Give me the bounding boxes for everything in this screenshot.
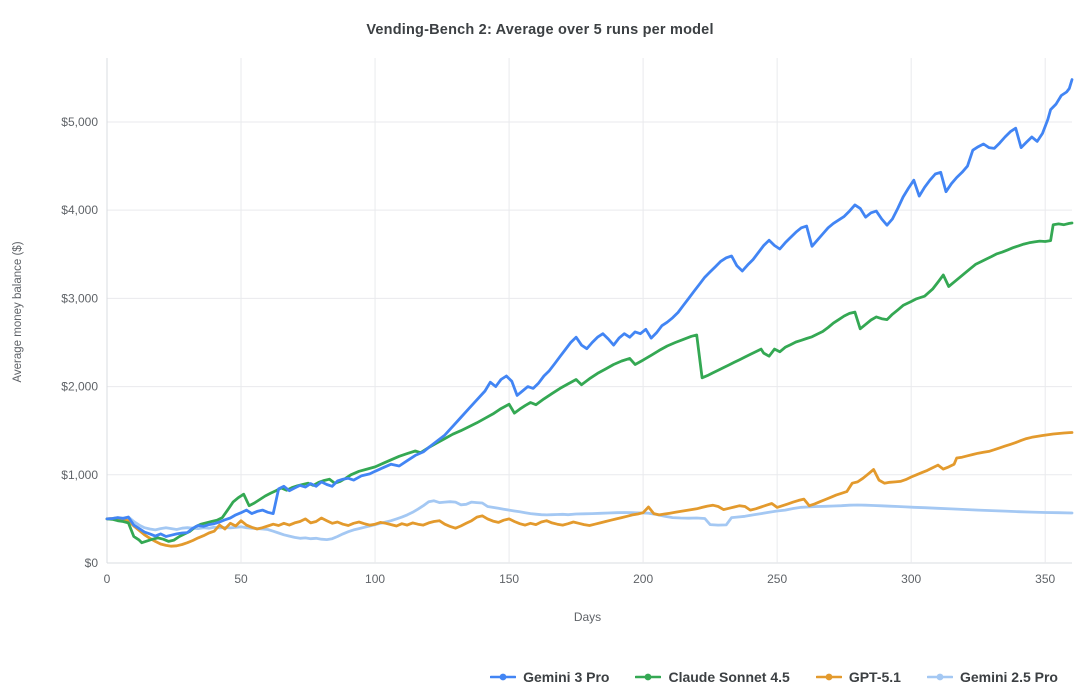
legend-item-claude-sonnet-4-5: Claude Sonnet 4.5 — [635, 669, 790, 685]
y-tick-label: $5,000 — [61, 115, 98, 129]
x-tick-label: 100 — [365, 572, 385, 586]
legend-label: GPT-5.1 — [848, 669, 901, 685]
legend-marker-icon — [815, 673, 842, 681]
legend-marker-icon — [635, 673, 662, 681]
legend-item-gemini-3-pro: Gemini 3 Pro — [490, 669, 609, 685]
y-tick-label: $2,000 — [61, 380, 98, 394]
legend: Gemini 3 Pro Claude Sonnet 4.5 GPT-5.1 Gemi… — [490, 669, 1058, 685]
legend-label: Claude Sonnet 4.5 — [668, 669, 790, 685]
x-tick-label: 300 — [901, 572, 921, 586]
x-tick-label: 150 — [499, 572, 519, 586]
legend-marker-icon — [490, 673, 517, 681]
legend-item-gpt-5-1: GPT-5.1 — [815, 669, 901, 685]
x-tick-label: 350 — [1035, 572, 1055, 586]
x-tick-label: 200 — [633, 572, 653, 586]
y-tick-label: $4,000 — [61, 203, 98, 217]
series-line-gpt-5-1 — [105, 431, 1074, 548]
legend-label: Gemini 2.5 Pro — [959, 669, 1058, 685]
series-line-gemini-2-5-pro — [105, 499, 1074, 541]
chart-title: Vending-Bench 2: Average over 5 runs per… — [366, 22, 714, 38]
legend-marker-icon — [926, 673, 953, 681]
y-tick-label: $3,000 — [61, 291, 98, 305]
y-tick-label: $0 — [85, 556, 99, 570]
x-tick-label: 50 — [234, 572, 248, 586]
series-line-claude-sonnet-4-5 — [105, 221, 1074, 545]
series-line-gemini-3-pro — [105, 78, 1074, 538]
legend-label: Gemini 3 Pro — [523, 669, 610, 685]
y-tick-label: $1,000 — [61, 468, 98, 482]
x-tick-label: 250 — [767, 572, 787, 586]
x-axis-title: Days — [573, 610, 602, 624]
x-tick-label: 0 — [104, 572, 111, 586]
legend-item-gemini-2-5-pro: Gemini 2.5 Pro — [926, 669, 1058, 685]
y-axis-title: Average money balance ($) — [12, 241, 24, 383]
